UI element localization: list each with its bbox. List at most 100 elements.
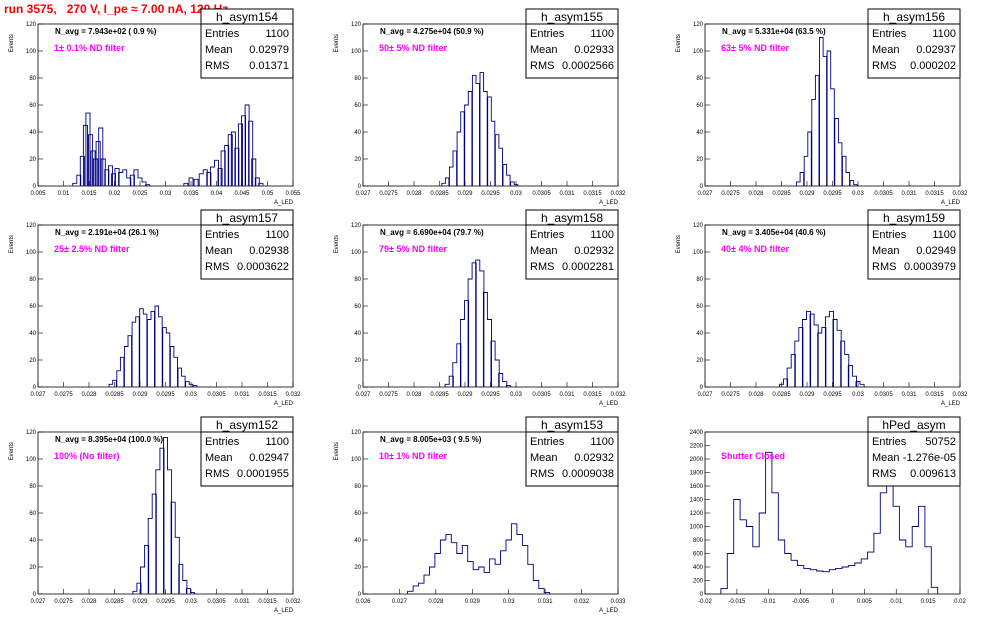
y-tick-label: 80	[354, 277, 361, 283]
x-tick-label: 0.0295	[823, 392, 842, 398]
x-axis-label: A_LED	[599, 608, 619, 614]
y-tick-label: 40	[354, 130, 361, 136]
stats-value: 0.02949	[916, 245, 956, 257]
y-axis-label: Events	[9, 235, 15, 253]
stats-box: h_asym157 Entries 1100 Mean 0.02938 RMS 0.0003…	[200, 209, 294, 280]
x-tick-label: -0.01	[762, 599, 776, 605]
y-tick-label: 100	[351, 250, 362, 256]
x-axis-label: A_LED	[274, 200, 294, 206]
y-tick-label: 100	[693, 250, 704, 256]
x-tick-label: 0.015	[81, 191, 97, 197]
y-tick-label: 100	[26, 250, 37, 256]
x-tick-label: 0.0275	[54, 599, 73, 605]
y-axis-label: Events	[334, 442, 340, 460]
n-avg-label: N_avg = 7.943e+02 ( 0.9 %)	[55, 27, 157, 36]
y-tick-label: 120	[26, 223, 37, 229]
stats-box: h_asym155 Entries 1100 Mean 0.02933 RMS 0.0002…	[525, 8, 619, 79]
n-avg-label: N_avg = 8.005e+03 ( 9.5 %)	[380, 435, 482, 444]
x-axis-label: A_LED	[274, 608, 294, 614]
y-tick-label: 400	[693, 565, 704, 571]
x-tick-label: 0.0295	[481, 191, 500, 197]
y-axis-label: Events	[676, 235, 682, 253]
x-tick-label: 0.027	[355, 191, 371, 197]
x-tick-label: -0.02	[698, 599, 712, 605]
stats-value: 0.02938	[249, 245, 289, 257]
stats-key: RMS	[205, 261, 229, 273]
x-tick-label: 0.0285	[430, 191, 449, 197]
x-tick-label: 0.0315	[925, 392, 944, 398]
stats-value: 1100	[932, 229, 956, 241]
x-tick-label: 0.031	[538, 599, 554, 605]
x-tick-label: 0.031	[559, 191, 575, 197]
x-axis-label: A_LED	[941, 401, 961, 407]
y-tick-label: 80	[354, 76, 361, 82]
x-tick-label: 0.01	[58, 191, 70, 197]
x-axis-label: A_LED	[941, 200, 961, 206]
x-tick-label: 0.029	[132, 599, 148, 605]
x-tick-label: 0.029	[457, 191, 473, 197]
stats-title: h_asym153	[541, 418, 603, 432]
y-tick-label: 1600	[690, 484, 704, 490]
x-tick-label: 0.035	[183, 191, 199, 197]
y-tick-label: 40	[29, 331, 36, 337]
y-tick-label: 60	[29, 304, 36, 310]
histogram-line	[779, 310, 865, 387]
stats-value: 1100	[265, 229, 289, 241]
stats-key: Mean	[205, 452, 233, 464]
y-tick-label: 100	[351, 457, 362, 463]
stats-value: 1100	[590, 229, 614, 241]
x-tick-label: 0.0295	[156, 392, 175, 398]
stats-key: Mean	[530, 245, 558, 257]
x-tick-label: 0.0285	[430, 392, 449, 398]
x-tick-label: 0.0275	[721, 392, 740, 398]
stats-key: Mean	[530, 44, 558, 56]
y-tick-label: 0	[700, 592, 704, 598]
x-tick-label: 0.031	[234, 392, 250, 398]
filter-label: Shutter Closed	[721, 451, 785, 461]
x-tick-label: -0.005	[792, 599, 810, 605]
x-tick-label: 0.029	[465, 599, 481, 605]
stats-value: 0.02979	[249, 44, 289, 56]
x-tick-label: 0.0295	[481, 392, 500, 398]
y-tick-label: 100	[26, 49, 37, 55]
histogram-line	[72, 104, 264, 186]
y-tick-label: 1000	[690, 525, 704, 531]
x-axis-label: A_LED	[599, 200, 619, 206]
x-tick-label: 0.028	[748, 191, 764, 197]
histogram-pad-h_asym158: 0.027 0.0275 0.028 0.0285 0.029 0.0295 0.03 0.0…	[334, 209, 626, 407]
x-tick-label: 0.027	[697, 191, 713, 197]
stats-key: Entries	[530, 229, 565, 241]
stats-value: 50752	[925, 436, 956, 448]
x-tick-label: 0.03	[510, 392, 522, 398]
x-tick-label: 0.032	[610, 191, 626, 197]
y-tick-label: 40	[29, 538, 36, 544]
x-tick-label: 0.005	[857, 599, 873, 605]
stats-key: Mean	[530, 452, 558, 464]
x-tick-label: 0.031	[234, 599, 250, 605]
x-tick-label: 0.0285	[772, 392, 791, 398]
x-tick-label: 0.02	[109, 191, 121, 197]
stats-key: Entries	[530, 28, 565, 40]
x-tick-label: 0.028	[81, 599, 97, 605]
y-tick-label: 0	[700, 184, 704, 190]
stats-title: h_asym152	[216, 418, 278, 432]
x-tick-label: 0.0305	[874, 392, 893, 398]
x-tick-label: 0.027	[697, 392, 713, 398]
x-tick-label: 0.0295	[156, 599, 175, 605]
y-tick-label: 2200	[690, 444, 704, 450]
x-tick-label: 0.028	[406, 392, 422, 398]
stats-key: RMS	[530, 468, 554, 480]
histogram-line	[441, 72, 519, 186]
y-tick-label: 0	[33, 592, 37, 598]
y-tick-label: 120	[693, 223, 704, 229]
stats-value: 0.009613	[910, 468, 956, 480]
x-axis-label: A_LED	[599, 401, 619, 407]
stats-value: -1.276e-05	[903, 452, 956, 464]
stats-key: RMS	[205, 468, 229, 480]
y-tick-label: 120	[26, 430, 37, 436]
x-tick-label: 0.0315	[925, 191, 944, 197]
y-tick-label: 40	[354, 538, 361, 544]
stats-title: h_asym155	[541, 10, 603, 24]
stats-value: 0.000202	[910, 60, 956, 72]
histogram-pad-h_asym159: 0.027 0.0275 0.028 0.0285 0.029 0.0295 0.03 0.0…	[676, 209, 968, 407]
